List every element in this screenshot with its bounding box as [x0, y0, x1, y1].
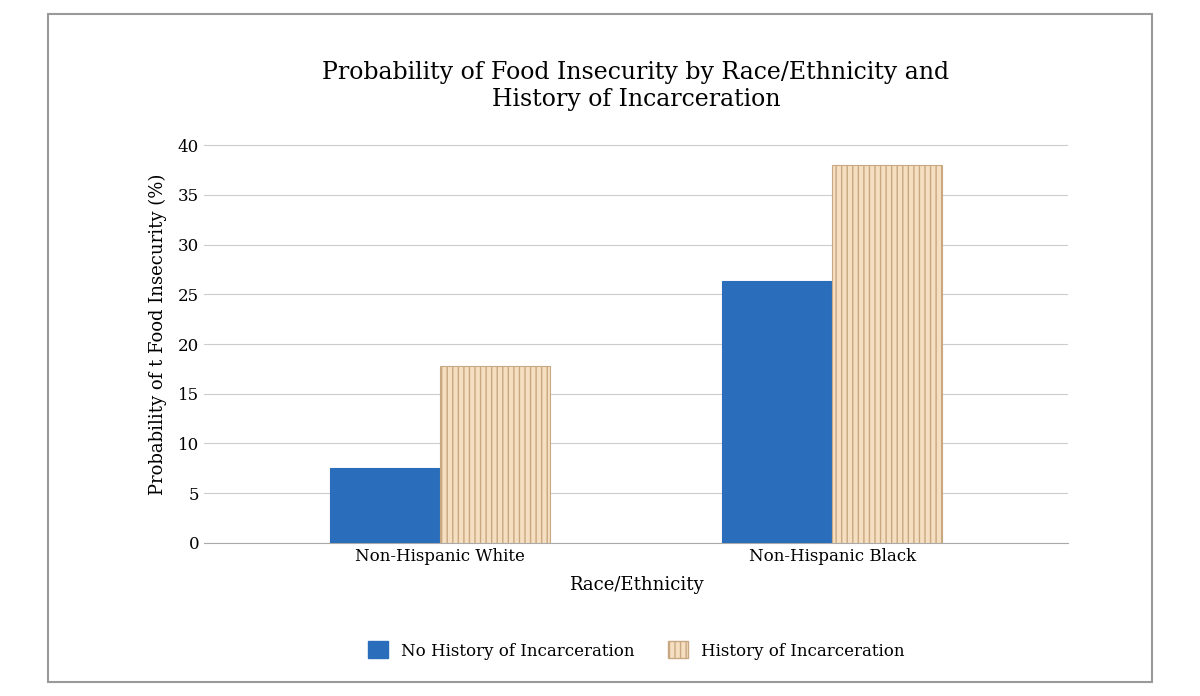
Y-axis label: Probability of t Food Insecurity (%): Probability of t Food Insecurity (%)	[149, 173, 167, 495]
Title: Probability of Food Insecurity by Race/Ethnicity and
History of Incarceration: Probability of Food Insecurity by Race/E…	[323, 61, 949, 111]
Bar	[833, 165, 942, 543]
Bar	[722, 281, 833, 543]
Bar	[330, 468, 439, 543]
Legend: No History of Incarceration, History of Incarceration: No History of Incarceration, History of …	[361, 635, 911, 666]
Bar	[439, 366, 550, 543]
X-axis label: Race/Ethnicity: Race/Ethnicity	[569, 576, 703, 594]
